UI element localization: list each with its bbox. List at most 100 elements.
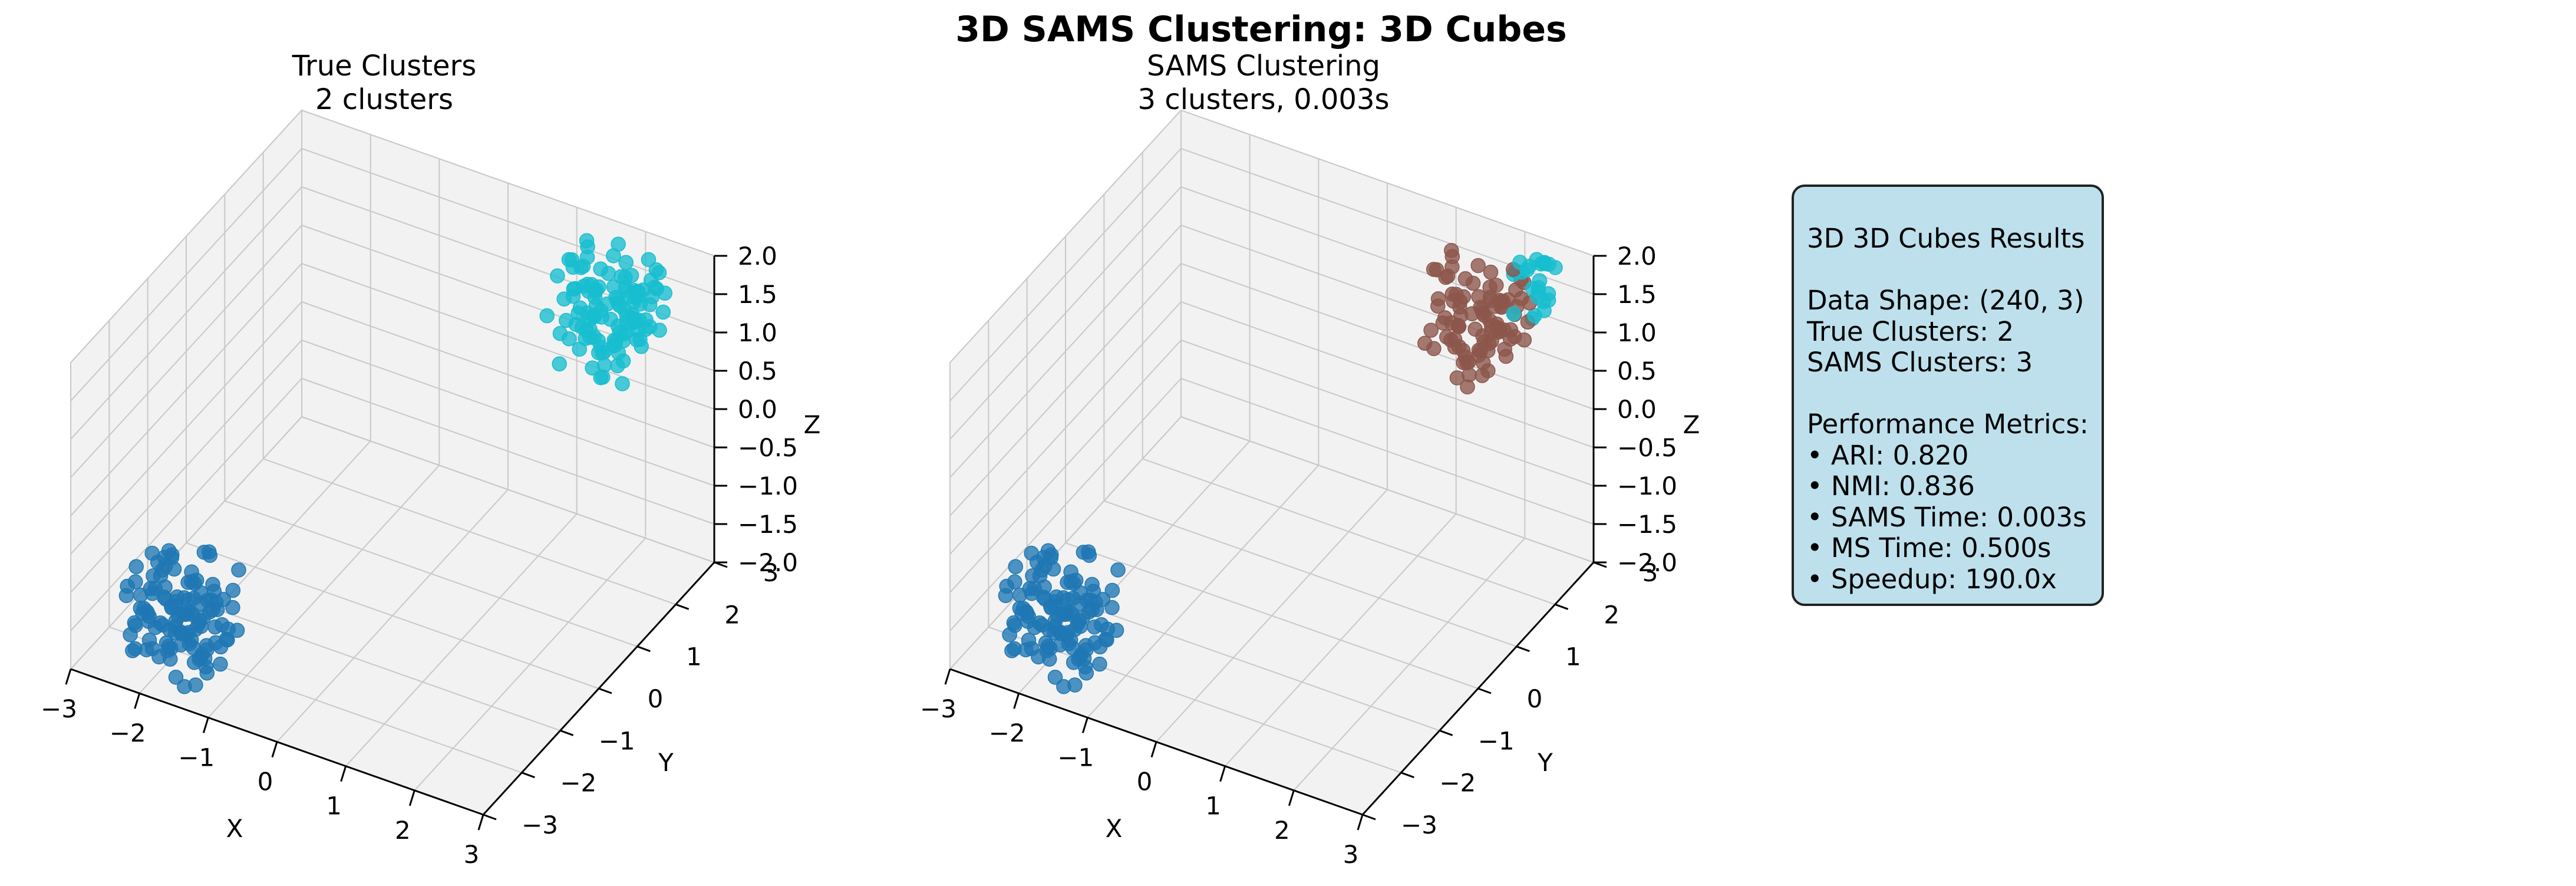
scatter-point xyxy=(150,554,166,570)
scatter-point xyxy=(596,357,612,373)
panel-title: True Clusters xyxy=(292,50,477,83)
y-tick-label: 2 xyxy=(1604,600,1620,629)
scatter-point xyxy=(161,543,177,558)
metric-ms-time: • MS Time: 0.500s xyxy=(1807,532,2051,564)
z-tick-label: 0.0 xyxy=(738,395,777,424)
scatter-point xyxy=(194,647,210,662)
y-tick-label: 0 xyxy=(1527,684,1543,713)
x-tick xyxy=(340,766,347,782)
y-tick-label: 1 xyxy=(686,643,702,671)
results-box: 3D 3D Cubes Results Data Shape: (240, 3)… xyxy=(1792,185,2104,606)
scatter-point xyxy=(572,300,588,316)
scatter-point xyxy=(1530,289,1546,305)
scatter-point xyxy=(1024,585,1040,601)
z-tick-label: 0.0 xyxy=(1617,395,1657,424)
scatter-point xyxy=(593,340,609,355)
y-tick xyxy=(1477,687,1492,694)
x-tick-label: −2 xyxy=(989,719,1025,747)
scatter-point xyxy=(1087,635,1103,651)
y-tick xyxy=(1516,645,1530,653)
sams-clusters-line: SAMS Clusters: 3 xyxy=(1807,347,2033,378)
grid-line xyxy=(70,416,302,670)
scatter-point xyxy=(225,600,240,615)
scatter-point xyxy=(189,572,205,588)
sams-clustering-panel: SAMS Clustering 3 clusters, 0.003s −3−2−… xyxy=(920,50,1700,869)
scatter-point xyxy=(146,568,161,584)
x-tick-label: −1 xyxy=(178,743,215,772)
scatter-point xyxy=(1457,349,1473,365)
y-tick xyxy=(1439,729,1453,736)
y-axis-label: Y xyxy=(658,748,674,777)
scatter-point xyxy=(1467,321,1483,337)
z-tick-label: 1.0 xyxy=(738,318,777,347)
scatter-point xyxy=(177,679,192,694)
y-tick xyxy=(1362,813,1376,821)
scatter-point xyxy=(1073,647,1089,662)
grid-line xyxy=(1180,301,1594,448)
axes-3d: −3−2−10123−3−2−10123−2.0−1.5−1.0−0.50.00… xyxy=(41,108,820,869)
data-shape-line: Data Shape: (240, 3) xyxy=(1807,285,2084,316)
x-tick-label: 0 xyxy=(1137,768,1153,796)
scatter-point xyxy=(187,622,203,637)
scatter-point xyxy=(1056,679,1071,694)
scatter-point xyxy=(168,670,184,685)
scatter-point xyxy=(1470,258,1486,274)
x-tick-label: 3 xyxy=(464,840,480,869)
y-tick-label: 2 xyxy=(724,600,740,629)
x-tick-label: 2 xyxy=(1274,816,1290,845)
scatter-point xyxy=(1423,322,1439,338)
z-tick-label: −2.0 xyxy=(738,548,798,577)
grid-line xyxy=(301,416,715,563)
grid-line xyxy=(70,378,302,631)
scatter-point xyxy=(1104,582,1120,598)
grid-line xyxy=(301,148,715,295)
x-tick-label: 1 xyxy=(1205,792,1221,821)
grid-line xyxy=(949,148,1182,401)
metrics-header: Performance Metrics: xyxy=(1807,409,2089,440)
scatter-point xyxy=(209,602,225,617)
grid-line xyxy=(949,340,1182,593)
y-tick-label: −1 xyxy=(599,726,635,755)
x-tick xyxy=(1150,742,1157,757)
scatter-point xyxy=(1503,322,1519,338)
scatter-point xyxy=(1512,255,1528,270)
x-tick xyxy=(1013,693,1020,709)
panel-subtitle: 3 clusters, 0.003s xyxy=(1138,83,1390,116)
x-tick-label: 0 xyxy=(258,768,273,796)
scatter-point xyxy=(1047,670,1063,685)
scatter-point xyxy=(1081,548,1097,563)
scatter-point xyxy=(125,643,140,658)
grid-line xyxy=(70,110,302,363)
x-tick xyxy=(65,668,72,685)
scatter-point xyxy=(1476,334,1492,350)
scatter-point xyxy=(1008,559,1023,575)
spacer xyxy=(1807,378,2090,410)
x-tick xyxy=(1219,766,1226,782)
grid-line xyxy=(1104,500,1517,647)
z-tick-label: 2.0 xyxy=(1617,242,1657,271)
scatter-point xyxy=(579,233,595,249)
scatter-point xyxy=(615,376,630,391)
scatter-point xyxy=(1067,622,1083,637)
scatter-point xyxy=(638,312,654,328)
grid-line xyxy=(949,225,1182,478)
grid-line xyxy=(1180,263,1594,410)
scatter-point xyxy=(1457,271,1473,286)
x-tick xyxy=(408,790,415,806)
scatter-point xyxy=(1498,348,1514,364)
scatter-point xyxy=(167,625,183,641)
scatter-point xyxy=(1494,294,1509,309)
y-tick xyxy=(598,687,612,694)
scatter-point xyxy=(1447,331,1463,347)
grid-line xyxy=(225,500,638,647)
y-tick xyxy=(1400,772,1414,779)
grid-line xyxy=(301,378,715,525)
scatter-point xyxy=(561,331,577,347)
x-tick-label: −1 xyxy=(1057,743,1094,772)
x-tick-label: 2 xyxy=(395,816,411,845)
scatter-point xyxy=(1508,282,1523,298)
grid-line xyxy=(1180,416,1594,563)
y-tick-label: −2 xyxy=(560,769,596,798)
grid-line xyxy=(949,378,1182,631)
y-tick xyxy=(483,813,497,821)
